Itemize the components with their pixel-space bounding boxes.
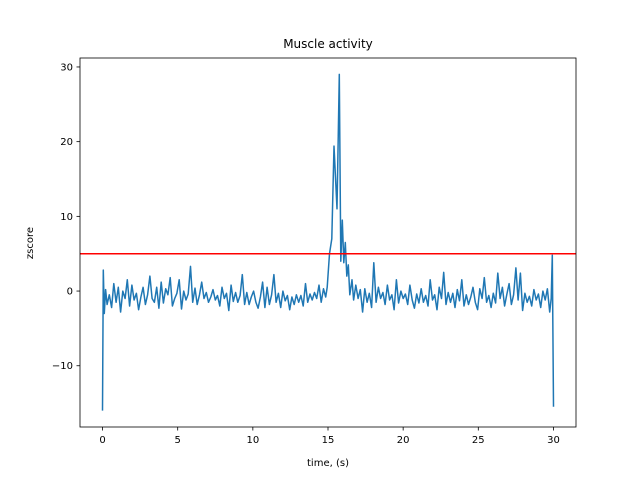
x-axis: 0 5 10 15 20 25 30 (99, 427, 560, 446)
y-tick-label: 30 (60, 62, 73, 73)
y-axis: −10 0 10 20 30 (52, 62, 80, 372)
y-tick-label: 20 (60, 137, 73, 148)
y-axis-label: zscore (25, 227, 36, 259)
x-tick-label: 5 (175, 435, 181, 446)
y-tick-label: 0 (67, 287, 73, 298)
y-tick-label: 10 (60, 212, 73, 223)
x-tick-label: 15 (322, 435, 335, 446)
x-tick-label: 20 (397, 435, 410, 446)
x-axis-label: time, (s) (307, 458, 349, 469)
x-tick-label: 25 (472, 435, 485, 446)
chart-title: Muscle activity (283, 37, 373, 51)
plot-area (80, 73, 576, 411)
y-tick-label: −10 (52, 361, 73, 372)
x-tick-label: 0 (99, 435, 105, 446)
x-tick-label: 30 (547, 435, 560, 446)
x-tick-label: 10 (246, 435, 259, 446)
